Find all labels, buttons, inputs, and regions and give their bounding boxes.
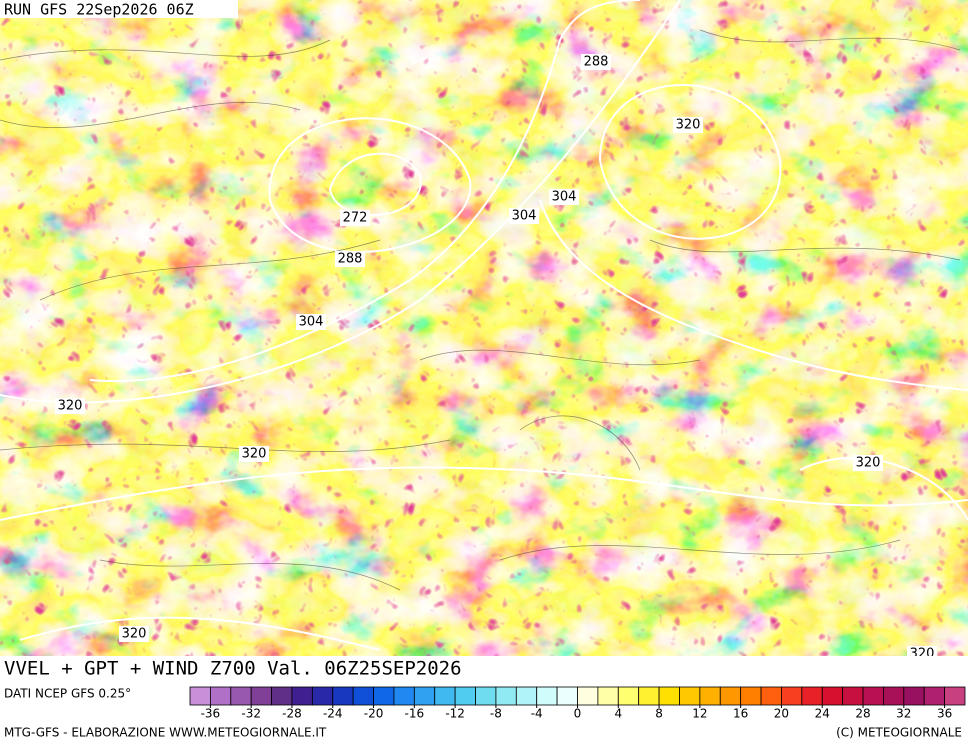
colorbar-tick-label: 24 <box>815 707 830 721</box>
contour-label-bg <box>55 398 85 414</box>
contour-label-bg <box>296 314 326 330</box>
colorbar-tick-label: -8 <box>490 707 502 721</box>
colorbar-tick-label: 28 <box>855 707 870 721</box>
contour-label-bg <box>581 54 611 70</box>
contour-label: 288 <box>584 55 609 70</box>
contour-label: 304 <box>299 315 324 330</box>
color-box <box>617 686 640 706</box>
colorbar-tick-label: 20 <box>774 707 789 721</box>
color-box <box>781 686 803 706</box>
color-box <box>760 686 782 706</box>
contour-label: 320 <box>676 118 701 133</box>
credit-left: MTG-GFS - ELABORAZIONE WWW.METEOGIORNALE… <box>4 726 327 740</box>
contour-label: 320 <box>242 447 267 462</box>
colorbar-tick-label: 12 <box>692 707 707 721</box>
colorbar-tick-label: -24 <box>323 707 343 721</box>
color-box <box>801 686 823 706</box>
contour-label-bg <box>853 455 883 471</box>
color-box <box>658 686 680 706</box>
contour-label-bg <box>549 189 579 205</box>
contour-label-bg <box>509 208 539 224</box>
colorbar-tick-label: 0 <box>574 707 582 721</box>
color-box <box>577 686 599 706</box>
color-box <box>291 686 313 706</box>
data-source: DATI NCEP GFS 0.25° <box>4 687 131 701</box>
color-box <box>556 686 578 706</box>
contour-label: 288 <box>338 252 363 267</box>
color-box <box>862 686 884 706</box>
colorbar-tick-label: -12 <box>445 707 465 721</box>
colorbar-tick-label: 36 <box>937 707 952 721</box>
geopotential-contours <box>0 0 968 650</box>
color-box <box>883 686 905 706</box>
contour-labels: 288320304304272288304320320320320320320 <box>55 54 937 677</box>
colorbar-tick-label: -32 <box>241 707 261 721</box>
colorbar-tick-label: -16 <box>405 707 425 721</box>
colorbar: -36 -32 -28 -24 -20 -16 -12 -8 -4 0 4 8 12 16 20 24 28 32… <box>189 686 966 721</box>
run-label: RUN GFS 22Sep2026 06Z <box>4 1 194 19</box>
color-box <box>903 686 925 706</box>
contour-label: 320 <box>58 399 83 414</box>
color-box <box>821 686 844 706</box>
contour-label-bg <box>673 117 703 133</box>
run-label-box <box>0 0 238 18</box>
colorbar-tick-label: 8 <box>655 707 663 721</box>
credit-right: (C) METEOGIORNALE <box>836 726 962 740</box>
wind-streamlines <box>0 29 961 591</box>
map-title: VVEL + GPT + WIND Z700 Val. 06Z25SEP2026 <box>4 658 462 680</box>
color-box <box>373 686 395 706</box>
color-box <box>230 686 252 706</box>
color-box <box>311 686 334 706</box>
contour-label-bg <box>119 626 149 642</box>
colorbar-tick-label: -36 <box>201 707 221 721</box>
color-box <box>250 686 272 706</box>
color-box <box>352 686 374 706</box>
contour-label: 272 <box>343 211 368 226</box>
color-box <box>597 686 619 706</box>
color-box <box>271 686 293 706</box>
contour-label-bg <box>335 251 365 267</box>
color-box <box>495 686 517 706</box>
color-box <box>740 686 762 706</box>
color-box <box>434 686 456 706</box>
colorbar-tick-label: -4 <box>531 707 543 721</box>
contour-label: 320 <box>122 627 147 642</box>
color-box <box>679 686 701 706</box>
color-box <box>719 686 742 706</box>
color-box <box>393 686 415 706</box>
color-box <box>475 686 497 706</box>
contour-label-bg <box>340 210 370 226</box>
color-box <box>209 686 232 706</box>
color-box <box>515 686 538 706</box>
color-box <box>413 686 436 706</box>
contour-label-bg <box>239 446 269 462</box>
color-box <box>842 686 864 706</box>
contour-label: 304 <box>552 190 577 205</box>
vertical-velocity-extremes <box>0 0 968 656</box>
colorbar-tick-label: -20 <box>364 707 384 721</box>
contour-label: 304 <box>512 209 537 224</box>
colorbar-tick-label: -28 <box>282 707 302 721</box>
color-box <box>638 686 660 706</box>
colorbar-tick-label: 32 <box>896 707 911 721</box>
color-box <box>944 686 966 706</box>
color-box <box>454 686 476 706</box>
color-box <box>699 686 721 706</box>
color-box <box>923 686 946 706</box>
color-box <box>536 686 558 706</box>
map-area: RUN GFS 22Sep2026 06Z 288 320 304 304 272 288… <box>0 0 968 677</box>
color-box <box>332 686 354 706</box>
colorbar-tick-label: 16 <box>733 707 748 721</box>
color-box <box>189 686 211 706</box>
colorbar-tick-label: 4 <box>614 707 622 721</box>
contour-label: 320 <box>856 456 881 471</box>
